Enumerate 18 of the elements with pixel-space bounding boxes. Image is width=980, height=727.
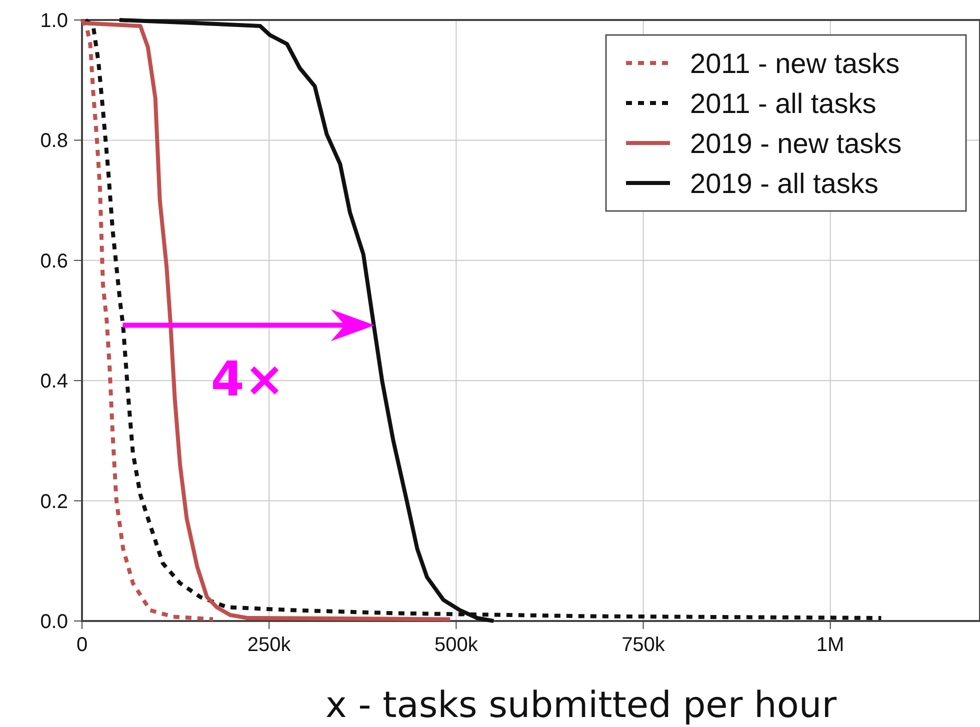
x-tick-label: 500k [434,634,479,656]
x-tick-label: 0 [76,634,88,656]
x-tick-label: 1M [816,634,844,656]
legend-label: 2019 - new tasks [690,128,902,159]
y-tick-label: 0.8 [40,130,68,152]
y-tick-label: 0.6 [40,250,68,272]
x-tick-label: 250k [247,634,292,656]
legend-label: 2019 - all tasks [690,168,878,199]
legend-label: 2011 - new tasks [690,48,900,79]
y-tick-label: 0.0 [40,611,68,633]
line-series [80,21,452,622]
annotation: 4× [210,351,285,408]
y-tick-label: 0.2 [40,490,68,513]
y-tick-label: 0.4 [40,370,68,393]
x-tick-label: 750k [622,634,666,656]
x-axis-title: x - tasks submitted per hour [325,685,837,726]
y-tick-label: 1.0 [40,10,68,32]
legend-label: 2011 - all tasks [690,88,876,119]
